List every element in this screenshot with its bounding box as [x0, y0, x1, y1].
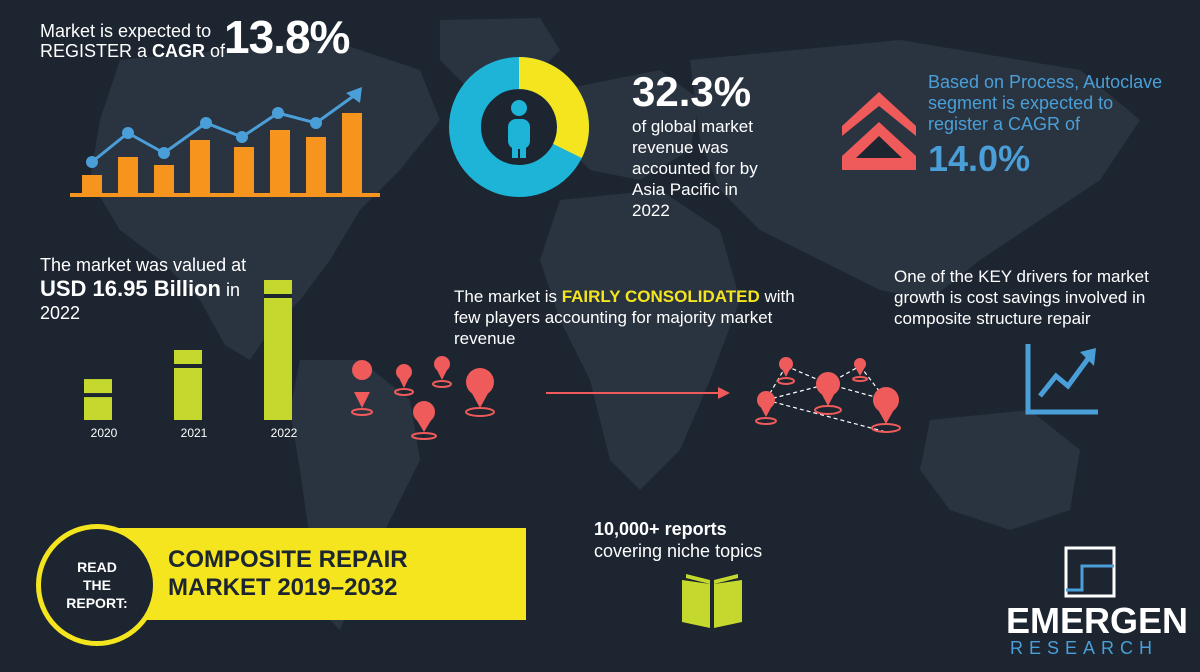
- share-donut-slice: [518, 57, 589, 158]
- map-pin-icon: [814, 372, 842, 415]
- consolidated-line2: few players accounting for majority mark…: [454, 308, 773, 327]
- emergen-logo-mark: [1064, 546, 1116, 598]
- map-pin-icon: [871, 387, 901, 433]
- share-caption-line: of global market: [632, 117, 753, 136]
- location-pins-left: [351, 356, 495, 440]
- trend-chart-icon: [1025, 344, 1098, 415]
- drivers-caption: One of the KEY drivers for market growth…: [894, 266, 1149, 329]
- consolidated-highlight: FAIRLY CONSOLIDATED: [561, 287, 760, 306]
- x-tick-label: 2020: [90, 426, 118, 440]
- cagr-caption-line2: REGISTER a CAGR of: [40, 40, 225, 62]
- map-pin-icon: [852, 358, 868, 382]
- valuation-bar-divider: [84, 393, 112, 398]
- x-tick-label: 2021: [180, 426, 208, 440]
- consolidated-line1: The market is FAIRLY CONSOLIDATED with: [454, 286, 795, 307]
- report-label: REPORT:: [66, 595, 128, 611]
- valuation-value-line: USD 16.95 Billion in: [40, 276, 240, 302]
- consolidated-prefix: The market is: [454, 287, 562, 306]
- consolidated-line3: revenue: [454, 329, 516, 348]
- valuation-bar: [264, 280, 292, 420]
- consolidated-caption: The market is FAIRLY CONSOLIDATED with f…: [454, 286, 795, 349]
- the-label: THE: [83, 577, 111, 593]
- valuation-bar-chart: [84, 280, 292, 420]
- map-pin-icon: [755, 391, 777, 425]
- cagr-value: 13.8%: [224, 11, 350, 63]
- open-book-icon: [682, 574, 742, 628]
- x-tick-label: 2022: [270, 426, 298, 440]
- europe-shape: [560, 70, 700, 180]
- cagr-caption-line1: Market is expected to: [40, 21, 212, 41]
- valuation-bar: [84, 379, 112, 420]
- process-caption: Based on Process, Autoclave segment is e…: [928, 72, 1162, 135]
- logo-sub: RESEARCH: [1010, 638, 1159, 658]
- drivers-caption-line: One of the KEY drivers for market: [894, 267, 1149, 286]
- person-icon: [508, 100, 530, 158]
- share-value: 32.3%: [632, 68, 752, 115]
- map-pin-icon: [411, 401, 437, 440]
- connected-pins-right: [755, 357, 901, 433]
- share-caption-line: revenue was: [632, 138, 729, 157]
- share-caption-line: Asia Pacific in: [632, 180, 738, 199]
- valuation-caption: The market was valued at: [40, 255, 247, 275]
- map-pin-icon: [777, 357, 795, 385]
- valuation-year: 2022: [40, 303, 81, 323]
- read-report-circle[interactable]: READ THE REPORT:: [36, 524, 158, 646]
- share-caption-line: accounted for by: [632, 159, 758, 178]
- reports-topics: covering niche topics: [594, 541, 763, 561]
- process-caption-line: register a CAGR of: [928, 114, 1081, 134]
- double-up-arrow-icon: [842, 92, 916, 170]
- drivers-caption-line: composite structure repair: [894, 309, 1091, 328]
- share-caption: of global market revenue was accounted f…: [632, 116, 758, 221]
- valuation-bar-divider: [174, 364, 202, 368]
- cagr-caption-bold: CAGR: [152, 41, 206, 61]
- reports-caption: 10,000+ reports covering niche topics: [594, 518, 762, 562]
- reports-count-text: 10,000+ reports: [594, 519, 727, 539]
- process-value: 14.0%: [928, 138, 1031, 179]
- report-title-line1: COMPOSITE REPAIR: [168, 546, 408, 573]
- reports-count: 10,000+ reports: [594, 518, 762, 540]
- drivers-caption-line: growth is cost savings involved in: [894, 288, 1146, 307]
- cagr-caption-prefix: REGISTER a: [40, 41, 153, 61]
- valuation-bar-divider: [264, 294, 292, 298]
- asia-shape: [690, 40, 1140, 300]
- read-label: READ: [77, 559, 117, 575]
- logo-name: EMERGEN: [1006, 600, 1189, 641]
- valuation-bar: [174, 350, 202, 420]
- map-pin-icon: [432, 356, 452, 388]
- share-caption-line: 2022: [632, 201, 670, 220]
- australia-shape: [920, 410, 1080, 530]
- cagr-caption-suffix: of: [205, 41, 226, 61]
- map-pin-icon: [394, 364, 414, 396]
- read-report-banner[interactable]: COMPOSITE REPAIR MARKET 2019–2032: [96, 528, 526, 620]
- growth-chart-icon: [70, 87, 380, 197]
- consolidated-suffix: with: [759, 287, 795, 306]
- right-arrow-icon: [546, 387, 730, 399]
- map-pin-icon: [351, 360, 373, 416]
- process-caption-line: segment is expected to: [928, 93, 1114, 113]
- share-donut: [449, 57, 589, 197]
- map-pin-icon: [465, 368, 495, 417]
- report-title-line2: MARKET 2019–2032: [168, 574, 398, 601]
- africa-shape: [540, 190, 740, 490]
- valuation-value: USD 16.95 Billion: [40, 276, 221, 301]
- valuation-suffix: in: [220, 280, 240, 300]
- process-caption-line: Based on Process, Autoclave: [928, 72, 1163, 92]
